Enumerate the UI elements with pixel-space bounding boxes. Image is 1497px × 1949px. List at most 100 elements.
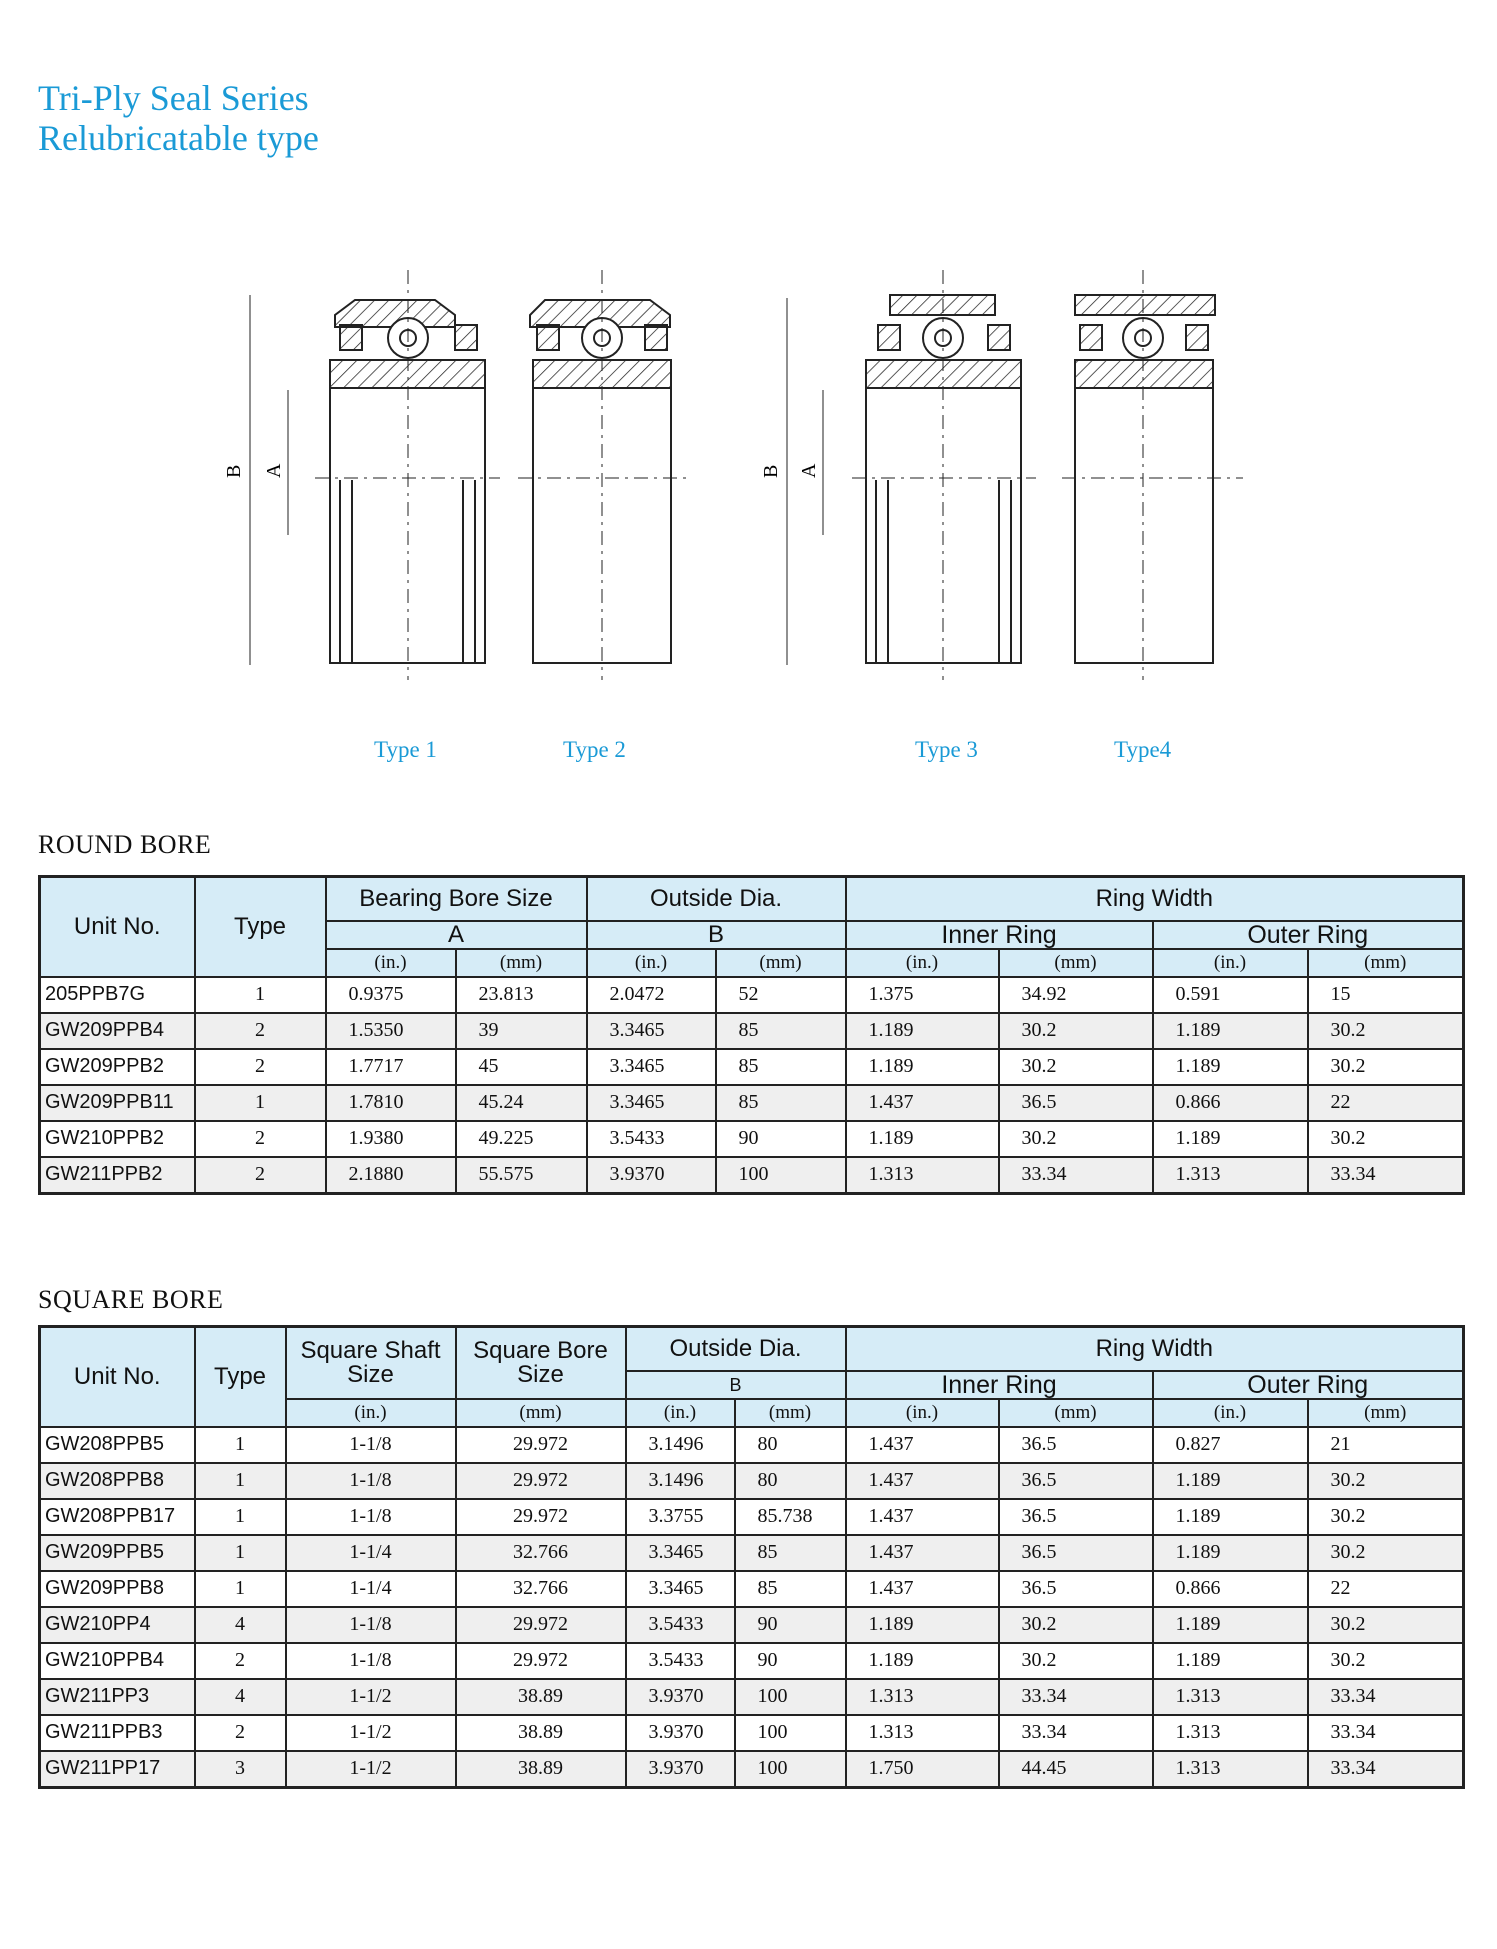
value-cell: 4 [193,1605,287,1644]
unit-mm: (mm) [997,947,1154,978]
value-cell: 30.2 [1306,1461,1465,1500]
value-cell: 1 [193,1497,287,1536]
value-cell: 0.591 [1151,975,1309,1014]
value-cell: 1.189 [1151,1047,1309,1086]
value-cell: 30.2 [997,1047,1154,1086]
unit-mm: (mm) [1306,1397,1465,1428]
value-cell: 32.766 [454,1569,627,1608]
header-outer-ring: Outer Ring [1151,919,1465,950]
value-cell: 29.972 [454,1641,627,1680]
value-cell: 1.313 [1151,1155,1309,1194]
value-cell: 1.313 [1151,1677,1309,1716]
value-cell: 2.0472 [585,975,717,1014]
value-cell: 4 [193,1677,287,1716]
unit-mm: (mm) [454,1397,627,1428]
value-cell: 3.9370 [624,1677,736,1716]
value-cell: 2 [193,1713,287,1752]
header-unit-no: Unit No. [38,875,196,978]
square-bore-heading: SQUARE BORE [38,1285,224,1314]
value-cell: 1.313 [844,1677,1000,1716]
value-cell: 80 [733,1461,847,1500]
unit-no-cell: GW208PPB5 [38,1425,196,1464]
page-title: Tri-Ply Seal Series [38,78,309,118]
value-cell: 85 [714,1083,847,1122]
value-cell: 0.9375 [324,975,457,1014]
value-cell: 1 [193,975,327,1014]
header-type: Type [193,875,327,978]
value-cell: 29.972 [454,1605,627,1644]
table-row: GW211PP17 3 1-1/2 38.89 3.9370 100 1.750 44.45 1… [38,1749,1465,1788]
value-cell: 2 [193,1011,327,1050]
value-cell: 52 [714,975,847,1014]
value-cell: 3.9370 [585,1155,717,1194]
header-bore-size: Bearing Bore Size [324,875,588,922]
table-row: GW210PP4 4 1-1/8 29.972 3.5433 90 1.189 30.2 1.1… [38,1605,1465,1644]
value-cell: 100 [733,1713,847,1752]
value-cell: 36.5 [997,1425,1154,1464]
unit-no-cell: GW211PP3 [38,1677,196,1716]
table-row: GW211PPB3 2 1-1/2 38.89 3.9370 100 1.313 33.34 1… [38,1713,1465,1752]
unit-in: (in.) [624,1397,736,1428]
value-cell: 1 [193,1569,287,1608]
table-row: GW208PPB5 1 1-1/8 29.972 3.1496 80 1.437 36.5 0.… [38,1425,1465,1464]
table-row: 205PPB7G 1 0.9375 23.813 2.0472 52 1.375 34.92 0… [38,975,1465,1014]
table-row: GW210PPB4 2 1-1/8 29.972 3.5433 90 1.189 30.2 1.… [38,1641,1465,1680]
value-cell: 90 [733,1641,847,1680]
header-outside-dia: Outside Dia. [585,875,847,922]
value-cell: 33.34 [1306,1155,1465,1194]
unit-no-cell: GW208PPB8 [38,1461,196,1500]
value-cell: 1.437 [844,1083,1000,1122]
table-row: GW210PPB2 2 1.9380 49.225 3.5433 90 1.189 30.2 1… [38,1119,1465,1158]
value-cell: 32.766 [454,1533,627,1572]
value-cell: 36.5 [997,1533,1154,1572]
dimension-label-a: A [798,463,820,478]
value-cell: 1-1/8 [284,1497,457,1536]
value-cell: 1-1/2 [284,1713,457,1752]
value-cell: 90 [733,1605,847,1644]
value-cell: 3.3465 [624,1533,736,1572]
header-b: B [624,1369,847,1400]
value-cell: 30.2 [1306,1047,1465,1086]
value-cell: 29.972 [454,1461,627,1500]
type-3-label: Type 3 [915,737,978,762]
value-cell: 1.313 [1151,1713,1309,1752]
value-cell: 3.5433 [585,1119,717,1158]
value-cell: 36.5 [997,1569,1154,1608]
value-cell: 1-1/8 [284,1425,457,1464]
value-cell: 100 [733,1749,847,1788]
value-cell: 3.3465 [585,1083,717,1122]
value-cell: 1.5350 [324,1011,457,1050]
value-cell: 1.189 [844,1119,1000,1158]
value-cell: 3.3465 [585,1011,717,1050]
header-type: Type [193,1325,287,1428]
value-cell: 85 [733,1569,847,1608]
value-cell: 2 [193,1047,327,1086]
value-cell: 3.3465 [624,1569,736,1608]
table-row: GW209PPB8 1 1-1/4 32.766 3.3465 85 1.437 36.5 0.… [38,1569,1465,1608]
value-cell: 3 [193,1749,287,1788]
value-cell: 0.866 [1151,1083,1309,1122]
unit-mm: (mm) [997,1397,1154,1428]
unit-mm: (mm) [733,1397,847,1428]
value-cell: 1.189 [1151,1461,1309,1500]
value-cell: 1.313 [844,1713,1000,1752]
value-cell: 1-1/2 [284,1677,457,1716]
value-cell: 85 [714,1011,847,1050]
header-ring-width: Ring Width [844,875,1465,922]
value-cell: 22 [1306,1569,1465,1608]
header-outer-ring: Outer Ring [1151,1369,1465,1400]
value-cell: 3.3755 [624,1497,736,1536]
unit-no-cell: GW210PPB4 [38,1641,196,1680]
value-cell: 1.189 [1151,1119,1309,1158]
table-row: GW209PPB5 1 1-1/4 32.766 3.3465 85 1.437 36.5 1.… [38,1533,1465,1572]
square-bore-table: Unit No. Type Square Shaft Size Square B… [38,1325,1465,1789]
header-square-bore-size: Square Bore Size [454,1325,627,1400]
header-inner-ring: Inner Ring [844,1369,1154,1400]
unit-mm: (mm) [714,947,847,978]
unit-no-cell: GW209PPB5 [38,1533,196,1572]
value-cell: 2 [193,1155,327,1194]
unit-no-cell: GW208PPB17 [38,1497,196,1536]
bearing-type-4-drawing [1062,270,1243,680]
value-cell: 45 [454,1047,588,1086]
value-cell: 1.7810 [324,1083,457,1122]
